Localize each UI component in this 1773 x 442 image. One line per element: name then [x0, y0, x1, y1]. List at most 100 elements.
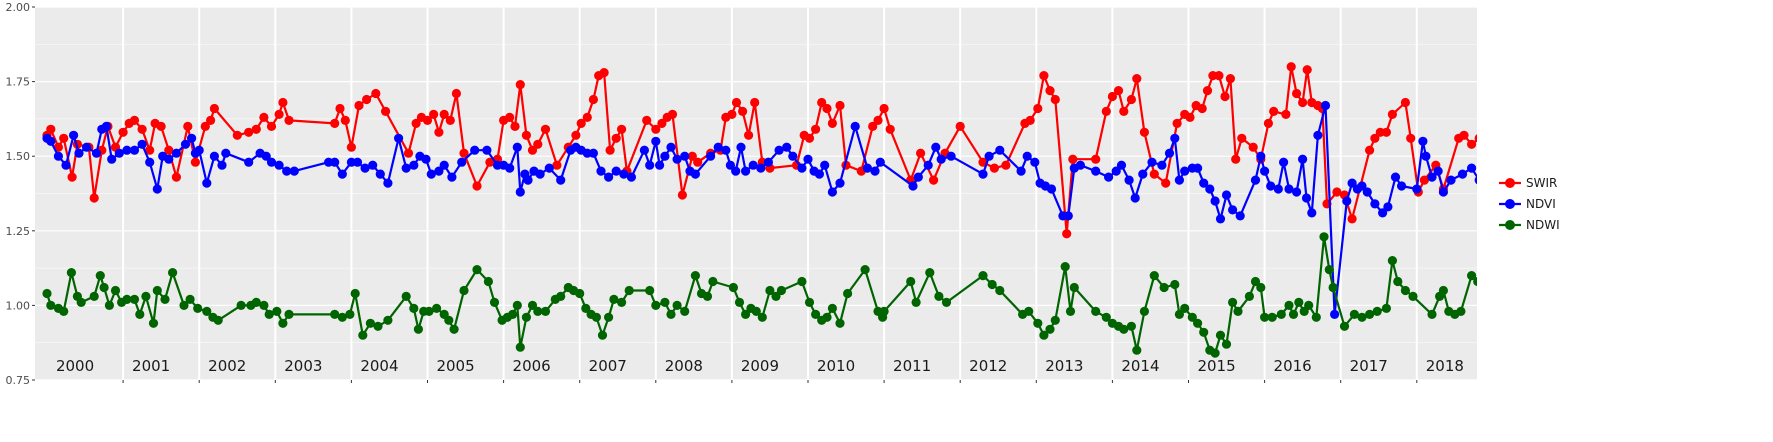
data-point-ndvi	[1250, 175, 1261, 185]
data-point-swir	[354, 100, 364, 111]
data-point-ndvi	[721, 145, 731, 155]
data-point-ndvi	[655, 160, 665, 170]
data-point-swir	[667, 109, 678, 119]
data-point-ndwi	[515, 342, 525, 352]
series-ndwi	[42, 232, 1509, 358]
data-point-ndwi	[472, 265, 482, 275]
data-point-ndvi	[1383, 202, 1393, 212]
data-point-ndwi	[591, 312, 602, 322]
data-point-swir	[445, 115, 455, 125]
y-tick-label: 1.00	[6, 299, 31, 312]
data-point-ndvi	[1164, 148, 1175, 158]
data-point-ndvi	[1347, 178, 1357, 188]
data-point-swir	[1553, 140, 1562, 149]
series-ndvi	[42, 100, 1496, 319]
data-point-ndvi	[556, 175, 566, 185]
year-label: 2013	[1045, 357, 1083, 375]
data-point-ndwi	[765, 285, 775, 296]
data-point-ndwi	[1039, 330, 1049, 340]
data-point-ndvi	[1284, 184, 1294, 194]
data-point-swir	[232, 130, 242, 140]
data-point-swir	[164, 145, 174, 155]
data-point-ndvi	[984, 151, 994, 161]
data-point-ndwi	[1473, 276, 1477, 287]
data-point-ndvi	[690, 169, 701, 179]
data-point-ndwi	[860, 265, 870, 275]
data-point-ndvi	[439, 160, 449, 170]
data-point-ndwi	[1284, 300, 1294, 310]
year-label: 2002	[208, 357, 246, 375]
data-point-ndvi	[515, 187, 525, 197]
data-point-ndwi	[1490, 325, 1499, 334]
data-point-ndvi	[91, 148, 102, 158]
data-point-ndvi	[368, 160, 378, 170]
series-swir	[42, 62, 1562, 239]
data-point-ndwi	[776, 285, 787, 296]
data-point-swir	[403, 148, 414, 158]
data-point-swir	[916, 148, 926, 158]
data-point-ndwi	[1372, 306, 1382, 316]
data-point-ndvi	[1116, 160, 1127, 170]
data-point-swir	[266, 121, 277, 131]
data-point-ndwi	[624, 285, 634, 296]
data-point-ndwi	[540, 306, 551, 316]
data-point-swir	[571, 130, 581, 140]
data-point-ndvi	[1467, 163, 1477, 173]
data-point-ndwi	[1024, 306, 1034, 316]
data-point-ndwi	[1276, 309, 1286, 319]
data-point-ndwi	[1050, 315, 1060, 325]
data-point-ndwi	[604, 312, 614, 322]
data-point-ndvi	[604, 172, 614, 182]
data-point-ndvi	[457, 157, 467, 167]
data-point-swir	[1332, 187, 1342, 197]
data-point-ndvi	[401, 163, 411, 173]
legend-swir-label: SWIR	[1526, 176, 1557, 190]
data-point-ndvi	[1170, 133, 1180, 143]
year-label: 2016	[1274, 357, 1312, 375]
data-point-ndvi	[1487, 140, 1496, 149]
y-tick-label: 1.75	[6, 76, 31, 89]
data-point-ndwi	[690, 271, 701, 281]
data-point-ndwi	[1500, 298, 1509, 307]
data-point-ndvi	[1157, 160, 1167, 170]
data-point-ndvi	[1138, 169, 1148, 179]
data-point-ndvi	[908, 181, 918, 191]
data-point-ndvi	[788, 151, 798, 161]
data-point-ndvi	[1433, 166, 1443, 176]
year-label: 2007	[589, 357, 627, 375]
data-point-swir	[1214, 71, 1224, 81]
data-point-ndwi	[1357, 312, 1367, 322]
data-point-ndvi	[375, 169, 385, 179]
data-point-ndwi	[1221, 339, 1232, 349]
data-point-swir	[145, 145, 155, 155]
data-point-ndwi	[278, 318, 288, 328]
data-point-ndwi	[512, 300, 522, 310]
data-point-ndwi	[797, 276, 807, 287]
data-point-swir	[1091, 154, 1101, 164]
data-point-ndvi	[1313, 130, 1323, 140]
data-point-ndwi	[1304, 300, 1314, 310]
data-point-ndwi	[1065, 306, 1076, 316]
data-point-swir	[129, 115, 140, 125]
data-point-swir	[1050, 94, 1060, 105]
data-point-ndwi	[1228, 297, 1238, 307]
data-point-ndvi	[1370, 199, 1380, 209]
data-point-swir	[1062, 229, 1072, 239]
data-point-ndvi	[421, 154, 431, 164]
data-point-swir	[422, 115, 433, 125]
data-point-swir	[879, 103, 889, 114]
data-point-ndwi	[337, 312, 347, 322]
data-point-swir	[137, 124, 147, 134]
data-point-ndvi	[797, 163, 807, 173]
data-point-ndvi	[1256, 151, 1266, 161]
data-point-swir	[1492, 134, 1501, 143]
year-label: 2000	[56, 357, 94, 375]
data-point-ndwi	[76, 297, 86, 307]
data-point-swir	[1286, 62, 1296, 72]
data-point-swir	[1486, 113, 1495, 122]
data-point-swir	[533, 139, 543, 149]
data-point-swir	[1107, 91, 1117, 102]
data-point-ndvi	[1320, 100, 1331, 111]
data-point-swir	[868, 121, 878, 131]
data-point-ndvi	[114, 148, 124, 158]
